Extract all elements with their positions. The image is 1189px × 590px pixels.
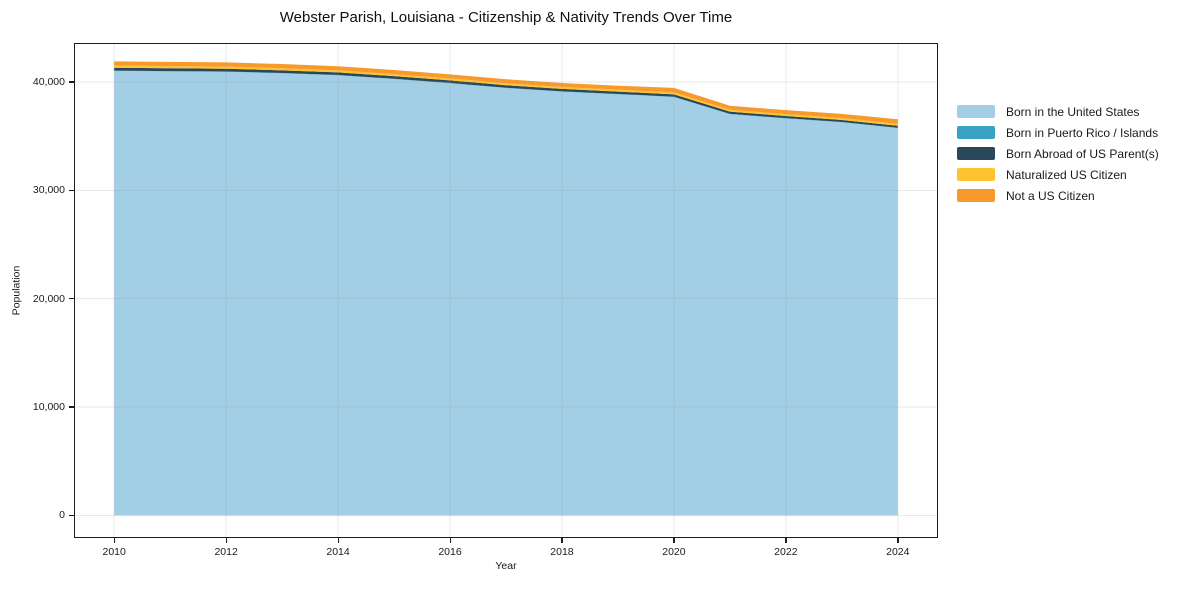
x-tick-label: 2012 bbox=[214, 546, 238, 558]
chart-title: Webster Parish, Louisiana - Citizenship … bbox=[279, 9, 733, 26]
stacked-area-plot bbox=[75, 44, 937, 537]
y-tick-label: 20,000 bbox=[32, 292, 65, 305]
x-tick-mark bbox=[673, 538, 675, 543]
plot-area bbox=[74, 43, 938, 538]
legend-swatch-icon bbox=[957, 126, 995, 139]
x-tick-label: 2022 bbox=[774, 546, 798, 558]
y-tick-mark bbox=[69, 298, 74, 300]
x-tick-mark bbox=[113, 538, 115, 543]
x-tick-mark bbox=[785, 538, 787, 543]
legend-item-1: Born in Puerto Rico / Islands bbox=[957, 122, 1159, 143]
y-tick-label: 30,000 bbox=[32, 184, 65, 197]
y-tick-mark bbox=[69, 406, 74, 408]
x-tick-label: 2024 bbox=[886, 546, 910, 558]
legend-label: Naturalized US Citizen bbox=[1006, 167, 1127, 182]
y-axis-label: Population bbox=[10, 265, 23, 316]
y-tick-label: 0 bbox=[59, 509, 65, 522]
legend-swatch-icon bbox=[957, 105, 995, 118]
legend-item-3: Naturalized US Citizen bbox=[957, 164, 1159, 185]
x-tick-label: 2010 bbox=[102, 546, 126, 558]
legend-item-0: Born in the United States bbox=[957, 101, 1159, 122]
legend-item-4: Not a US Citizen bbox=[957, 185, 1159, 206]
y-tick-mark bbox=[69, 189, 74, 192]
x-tick-mark bbox=[337, 538, 339, 543]
y-tick-label: 40,000 bbox=[32, 75, 65, 88]
legend-item-2: Born Abroad of US Parent(s) bbox=[957, 143, 1159, 164]
legend-label: Born in Puerto Rico / Islands bbox=[1006, 125, 1159, 140]
x-tick-mark bbox=[897, 538, 899, 543]
legend-label: Not a US Citizen bbox=[1006, 188, 1095, 203]
legend-swatch-icon bbox=[957, 189, 995, 202]
y-tick-mark bbox=[69, 514, 74, 517]
x-axis-label: Year bbox=[495, 560, 517, 572]
y-tick-label: 10,000 bbox=[32, 400, 65, 413]
gridlines bbox=[75, 44, 937, 537]
x-tick-mark bbox=[561, 538, 563, 543]
x-tick-label: 2020 bbox=[662, 546, 686, 558]
x-tick-label: 2018 bbox=[550, 546, 574, 558]
x-tick-mark bbox=[449, 538, 451, 543]
x-tick-mark bbox=[225, 538, 227, 543]
legend-label: Born in the United States bbox=[1006, 104, 1140, 119]
y-tick-mark bbox=[69, 81, 74, 83]
x-tick-label: 2016 bbox=[438, 546, 462, 558]
legend-swatch-icon bbox=[957, 168, 995, 181]
legend-swatch-icon bbox=[957, 147, 995, 160]
legend-label: Born Abroad of US Parent(s) bbox=[1006, 146, 1159, 161]
area-series-0 bbox=[114, 70, 898, 516]
legend: Born in the United States Born in Puerto … bbox=[957, 101, 1159, 206]
x-tick-label: 2014 bbox=[326, 546, 350, 558]
